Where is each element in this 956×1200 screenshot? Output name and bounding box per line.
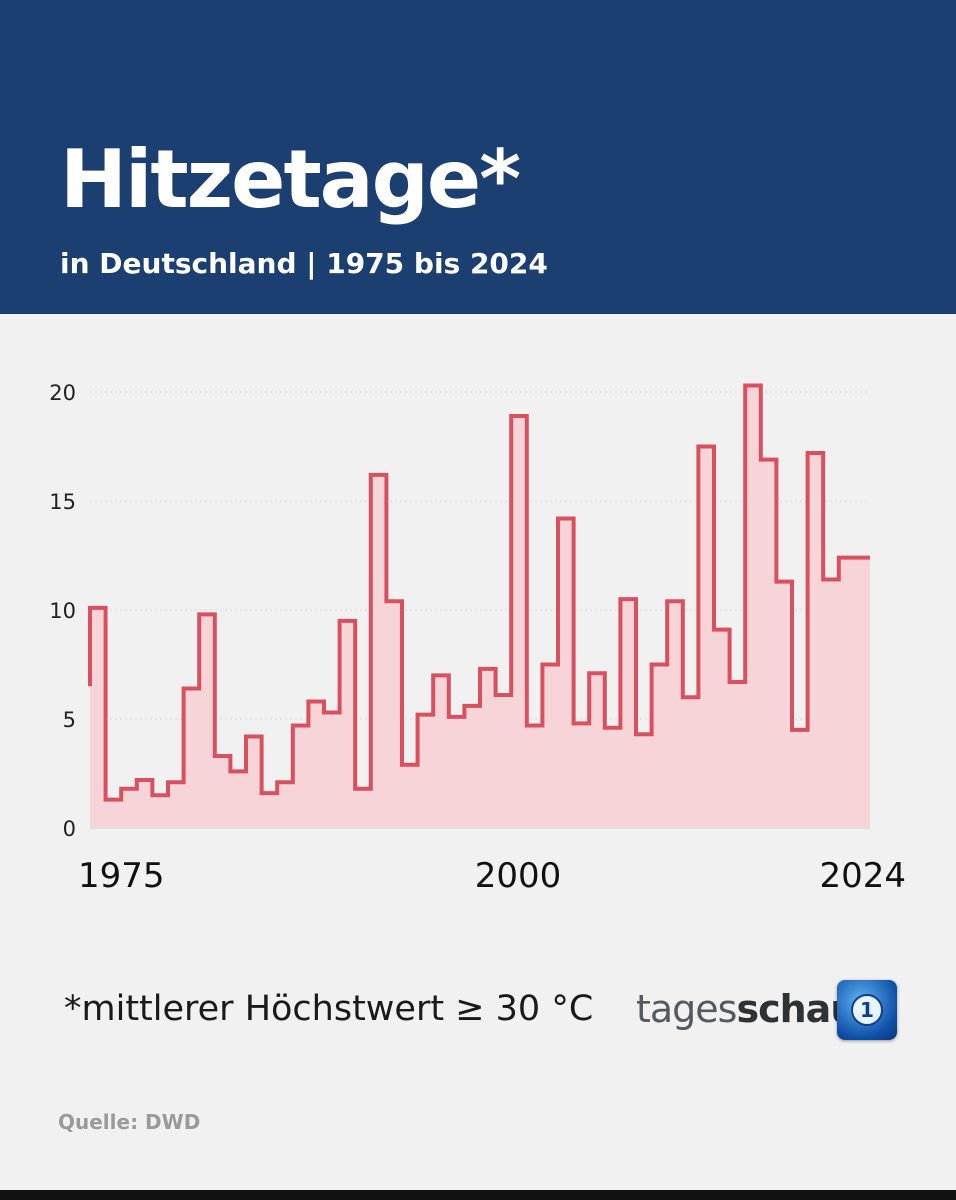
y-tick-label: 5 <box>63 708 76 732</box>
source-note: Quelle: DWD <box>58 1110 201 1134</box>
logo-glyph: 1 <box>851 994 883 1026</box>
chart-step-line <box>88 383 870 802</box>
y-tick-label: 10 <box>49 599 76 623</box>
bottom-bar <box>0 1190 956 1200</box>
x-axis-ticks: 1975 2000 2024 <box>78 856 906 896</box>
y-tick-label: 15 <box>49 490 76 514</box>
y-tick-label: 0 <box>63 817 76 841</box>
brand-wordmark: tagesschau <box>636 987 857 1031</box>
page-title: Hitzetage* <box>60 133 521 226</box>
y-axis-ticks: 0 5 10 15 20 <box>49 381 76 841</box>
y-tick-label: 20 <box>49 381 76 405</box>
chart-area-fill <box>90 385 870 828</box>
tagesschau-logo-icon: 1 <box>837 980 897 1040</box>
heat-days-chart: 0 5 10 15 20 1975 2000 2024 <box>49 381 906 896</box>
header-banner: Hitzetage* in Deutschland | 1975 bis 202… <box>0 0 956 314</box>
brand-part-1: tages <box>636 987 737 1031</box>
x-tick-label: 2024 <box>819 856 906 896</box>
x-tick-label: 1975 <box>78 856 165 896</box>
x-tick-label: 2000 <box>475 856 562 896</box>
footnote: *mittlerer Höchstwert ≥ 30 °C <box>64 989 594 1029</box>
page-subtitle: in Deutschland | 1975 bis 2024 <box>60 247 548 280</box>
